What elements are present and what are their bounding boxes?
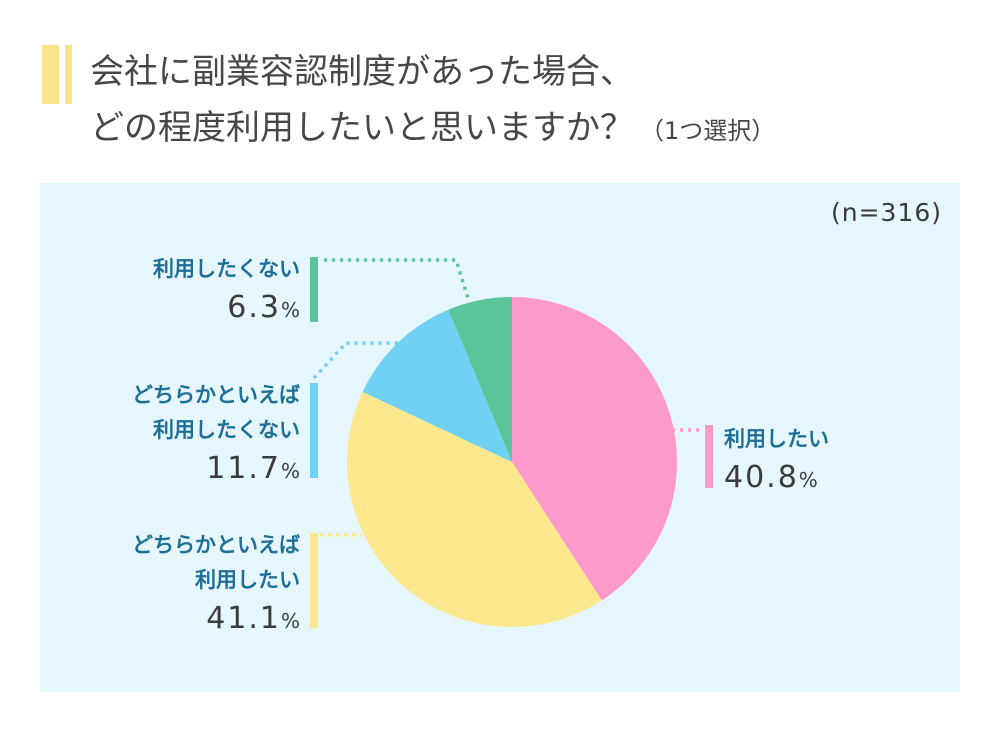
title-note: （1つ選択） (640, 117, 776, 145)
callout-maybe-dislike-label-line1: どちらかといえば (132, 383, 300, 407)
callout-dislike: 利用したくない 6.3% (153, 252, 300, 329)
callout-maybe-like-label-line1: どちらかといえば (132, 533, 300, 557)
callout-like: 利用したい 40.8% (724, 422, 829, 499)
callout-bar-0 (705, 425, 713, 488)
pie-slice-2 (362, 309, 512, 462)
callout-maybe-dislike-value: 11.7% (206, 451, 300, 486)
callout-like-label: 利用したい (724, 427, 829, 451)
callout-maybe-like-label-line2: 利用したい (195, 568, 300, 592)
pie-chart (310, 257, 713, 628)
callout-like-value: 40.8% (724, 460, 818, 495)
pie-slice-1 (346, 391, 602, 627)
callout-dislike-value: 6.3% (227, 290, 300, 325)
callout-maybe-like: どちらかといえば 利用したい 41.1% (132, 528, 300, 640)
callout-bar-1 (310, 533, 318, 628)
title-line-1: 会社に副業容認制度があった場合、 (90, 52, 634, 92)
pie-slice-0 (512, 297, 677, 601)
title-line-2: どの程度利用したいと思いますか？ （1つ選択） (90, 100, 990, 159)
callout-dislike-label: 利用したくない (153, 257, 300, 281)
callout-bar-2 (310, 383, 318, 478)
callout-bar-3 (310, 257, 318, 322)
callout-maybe-dislike-label-line2: 利用したくない (153, 418, 300, 442)
callout-maybe-dislike: どちらかといえば 利用したくない 11.7% (132, 378, 300, 490)
sample-size-label: (n=316) (830, 198, 942, 227)
pie-slice-3 (448, 297, 512, 462)
title-accent-bar-thick (42, 45, 59, 104)
callout-maybe-like-value: 41.1% (206, 601, 300, 636)
title-accent-bar-thin (65, 45, 72, 104)
title-line-2-text: どの程度利用したいと思いますか？ (90, 108, 634, 148)
page-title: 会社に副業容認制度があった場合、 どの程度利用したいと思いますか？ （1つ選択） (90, 44, 990, 159)
callout-connector-3 (324, 258, 470, 299)
